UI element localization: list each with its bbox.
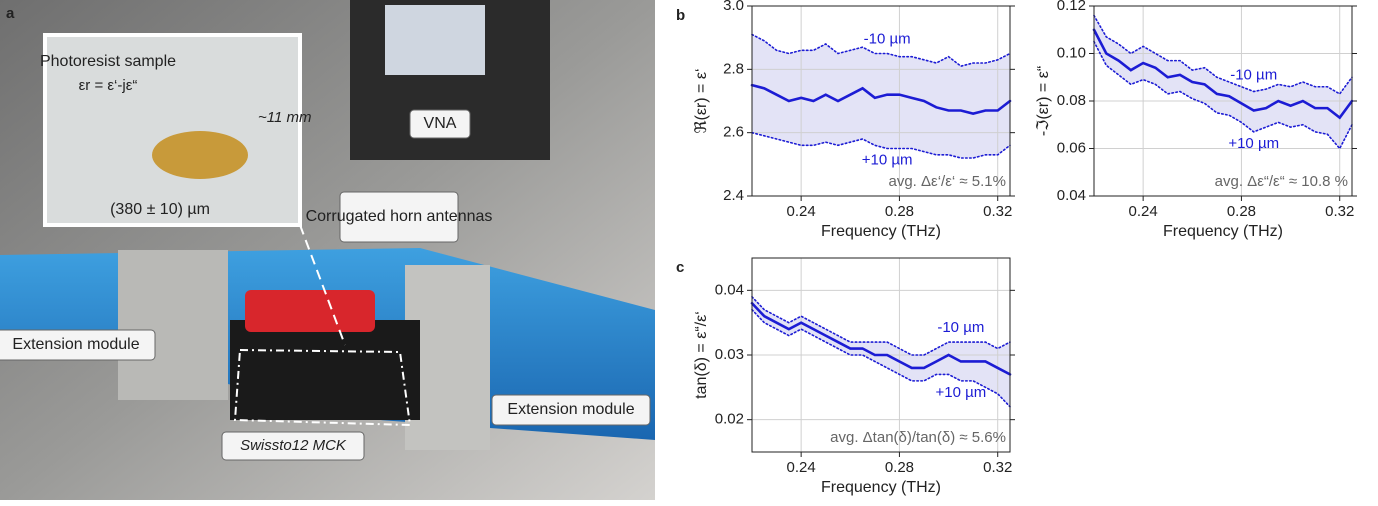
plot-frame [1093,5,1353,197]
y-tick-label: 0.03 [715,346,744,363]
sample-title: Photoresist sample [40,53,176,70]
panel-label: b [676,7,685,24]
y-tick-label: 3.0 [723,0,744,14]
mck-label: Swissto12 MCK [240,437,347,454]
series-line [750,301,1012,376]
horns-tag [339,191,459,243]
y-tick-label: 0.06 [1057,139,1086,156]
ext-right-label: Extension module [507,401,634,418]
series-line [1093,40,1353,150]
series-label: +10 µm [1228,135,1279,152]
chart: 0.02 0.03 0.04 0.24 0.28 0.32 -10 µm +10 µm avg.… [676,257,1015,496]
series-label: -10 µm [937,319,984,336]
vna-screen [385,5,485,75]
annotation: avg. Δε‘/ε‘ ≈ 5.1% [888,173,1006,190]
y-tick-label: 2.8 [723,60,744,77]
panel-label: a [6,5,15,22]
sample [152,131,248,179]
panel-label: c [676,259,684,276]
band [1094,15,1352,149]
x-axis-label: Frequency (THz) [1163,223,1283,240]
x-tick-label: 0.28 [885,459,914,476]
y-tick-label: 0.12 [1057,0,1086,14]
mck-base [230,320,420,420]
photo: a Photoresist sample εr = ε‘-jε“ ~11 mm … [0,0,655,500]
x-tick-label: 0.32 [983,203,1012,220]
thickness: (380 ± 10) µm [110,201,210,218]
series-label: +10 µm [935,384,986,401]
x-tick-label: 0.32 [983,459,1012,476]
plot-frame [751,257,1011,453]
y-tick-label: 0.04 [715,281,744,298]
x-tick-label: 0.24 [787,203,816,220]
horns-label: Corrugated horn antennas [306,208,493,225]
mck-tag [221,431,365,461]
x-tick-label: 0.28 [885,203,914,220]
plot-frame [751,5,1011,197]
y-axis-label: ℜ(εr) = ε‘ [693,68,710,133]
series-line [751,33,1011,68]
series-label: +10 µm [862,151,913,168]
vna-tag [409,109,471,139]
vna-label: VNA [424,115,457,132]
y-axis-label: tan(δ) = ε“/ε‘ [693,311,710,399]
x-tick-label: 0.24 [787,459,816,476]
inset-line [299,224,346,346]
x-axis-label: Frequency (THz) [821,223,941,240]
block-left [118,250,228,400]
inset [43,33,302,227]
series-label: -10 µm [864,30,911,47]
diameter: ~11 mm [258,109,312,126]
series-line [1093,14,1353,95]
y-tick-label: 2.4 [723,187,744,204]
series-line [751,131,1011,159]
y-tick-label: 0.08 [1057,92,1086,109]
series-line [751,308,1011,408]
x-tick-label: 0.24 [1129,203,1158,220]
y-axis-label: -ℑ(εr) = ε“ [1035,66,1052,136]
mck-outline [233,348,412,427]
y-tick-label: 0.10 [1057,44,1086,61]
x-tick-label: 0.28 [1227,203,1256,220]
ext-right-tag [491,394,651,426]
series-line [1092,28,1354,120]
sample-formula: εr = ε‘-jε“ [79,77,138,94]
chart: 0.04 0.06 0.08 0.10 0.12 0.24 0.28 0.32 -10 µm +1… [1035,0,1357,240]
y-tick-label: 0.02 [715,411,744,428]
y-tick-label: 0.04 [1057,187,1086,204]
x-axis-label: Frequency (THz) [821,479,941,496]
y-tick-label: 2.6 [723,124,744,141]
horn-antennas [245,290,375,332]
series-line [751,296,1011,356]
ext-left-label: Extension module [12,336,139,353]
annotation: avg. Δtan(δ)/tan(δ) ≈ 5.6% [830,429,1006,446]
chart: 2.4 2.6 2.8 3.0 0.24 0.28 0.32 -10 µm +10 µm avg.… [676,0,1015,240]
ext-left-tag [0,329,156,361]
x-tick-label: 0.32 [1325,203,1354,220]
annotation: avg. Δε“/ε“ ≈ 10.8 % [1215,173,1348,190]
series-line [750,83,1012,116]
series-label: -10 µm [1230,66,1277,83]
